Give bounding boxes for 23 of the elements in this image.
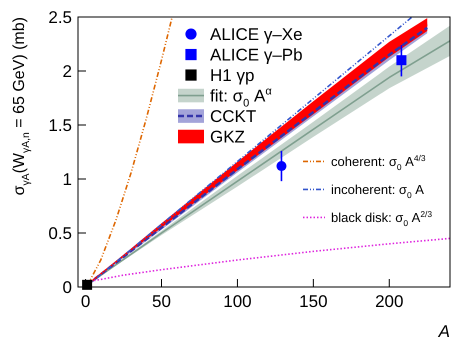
y-tick-label: 1 <box>62 170 72 189</box>
x-tick-label: 50 <box>152 292 171 311</box>
legend-label: H1 γp <box>210 66 254 85</box>
y-tick-label: 1.5 <box>48 116 72 135</box>
legend-label: fit: σ$_{0}$ A$^{α}$ <box>210 86 272 110</box>
x-axis-title: A <box>438 322 450 341</box>
point <box>276 161 286 172</box>
point <box>396 55 406 66</box>
legend-label: GKZ <box>210 128 245 146</box>
legend-label: CCKT <box>210 107 256 126</box>
y-tick-label: 0 <box>62 278 72 297</box>
legend-label: black disk: σ$_{0}$ A$^{2/3}$ <box>331 208 432 228</box>
x-tick-label: 0 <box>80 292 90 311</box>
x-tick-label: 200 <box>375 292 404 311</box>
legend-label: coherent: σ$_{0}$ A$^{4/3}$ <box>331 152 426 172</box>
legend-label: incoherent: σ$_{0}$ A <box>331 182 424 200</box>
x-tick-label: 100 <box>223 292 252 311</box>
y-tick-label: 2.5 <box>48 8 72 27</box>
y-tick-label: 0.5 <box>48 224 72 243</box>
legend-label: ALICE γ–Xe <box>210 25 303 44</box>
y-tick-label: 2 <box>62 62 72 81</box>
legend-label: ALICE γ–Pb <box>210 46 303 64</box>
x-tick-label: 150 <box>299 292 328 311</box>
